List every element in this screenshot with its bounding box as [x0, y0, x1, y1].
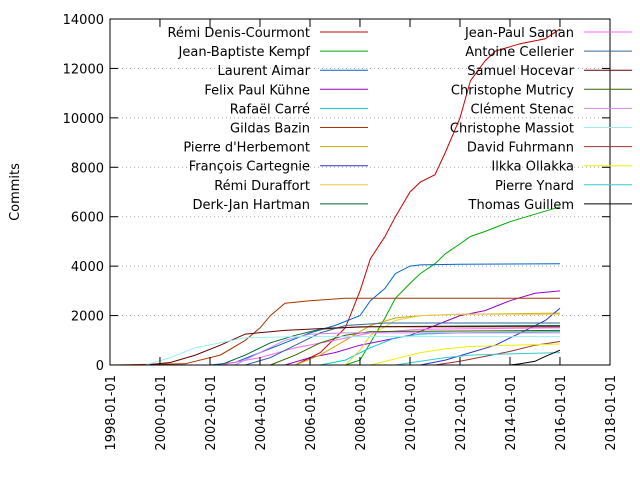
legend-label: David Fuhrmann: [467, 141, 574, 156]
y-axis-ticks: 0 2000 4000 6000 8000 10000 12000 14000: [63, 13, 610, 374]
y-tick-label: 6000: [71, 211, 104, 226]
series-line-13: [270, 329, 561, 366]
series-line-17: [370, 343, 561, 366]
legend-label: Samuel Hocevar: [467, 64, 574, 79]
legend-label: Antoine Cellerier: [465, 45, 574, 60]
series-line-3: [284, 290, 561, 366]
legend-label: Christophe Massiot: [450, 122, 574, 137]
legend-label: Christophe Mutricy: [451, 83, 574, 98]
series-line-14: [234, 332, 560, 366]
x-tick-label: 2004-01-01: [254, 375, 269, 451]
series-line-15: [145, 336, 560, 366]
y-tick-label: 14000: [63, 13, 104, 28]
legend-label: François Cartegnie: [189, 160, 310, 175]
y-axis-label: Commits: [8, 163, 23, 221]
legend-label: Jean-Paul Saman: [464, 26, 574, 41]
legend-label: Felix Paul Kühne: [204, 83, 310, 98]
series-line-0: [295, 28, 561, 366]
y-tick-label: 2000: [71, 310, 104, 325]
legend: Rémi Denis-Courmont Jean-Baptiste Kempf La…: [167, 26, 632, 213]
series-line-1: [345, 206, 561, 366]
y-tick-label: 10000: [63, 112, 104, 127]
x-tick-label: 2000-01-01: [154, 375, 169, 451]
series-line-5: [109, 297, 560, 366]
x-axis-ticks: 1998-01-01 2000-01-01 2002-01-01 2004-01-01…: [104, 19, 619, 451]
legend-label: Laurent Aimar: [218, 64, 311, 79]
series-lines: [109, 28, 561, 366]
x-tick-label: 2012-01-01: [454, 375, 469, 451]
series-line-10: [220, 327, 561, 366]
series-line-8: [344, 313, 560, 366]
x-tick-label: 2010-01-01: [404, 375, 419, 451]
legend-label: Rémi Denis-Courmont: [167, 26, 310, 41]
x-tick-label: 2014-01-01: [504, 375, 519, 451]
legend-label: Rafaël Carré: [230, 102, 310, 117]
x-tick-label: 2008-01-01: [354, 375, 369, 451]
series-line-18: [395, 352, 561, 366]
y-tick-label: 4000: [71, 260, 104, 275]
y-tick-label: 12000: [63, 62, 104, 77]
legend-label: Clément Stenac: [470, 102, 574, 117]
legend-label: Ilkka Ollakka: [491, 160, 574, 175]
x-tick-label: 2006-01-01: [304, 375, 319, 451]
legend-label: Gildas Bazin: [230, 122, 310, 137]
legend-label: Thomas Guillem: [468, 198, 574, 213]
y-tick-label: 8000: [71, 161, 104, 176]
series-line-6: [295, 312, 561, 366]
x-tick-label: 1998-01-01: [104, 375, 119, 451]
x-tick-label: 2016-01-01: [554, 375, 569, 451]
legend-label: Rémi Duraffort: [214, 179, 310, 194]
x-tick-label: 2018-01-01: [604, 375, 619, 451]
series-line-12: [145, 326, 560, 366]
series-line-19: [509, 349, 561, 366]
legend-label: Pierre d'Herbemont: [183, 141, 310, 156]
legend-label: Pierre Ynard: [495, 179, 574, 194]
x-tick-label: 2002-01-01: [204, 375, 219, 451]
legend-label: Jean-Baptiste Kempf: [178, 45, 311, 60]
legend-label: Derk-Jan Hartman: [192, 198, 310, 213]
series-line-11: [245, 322, 560, 366]
y-tick-label: 0: [96, 359, 104, 374]
